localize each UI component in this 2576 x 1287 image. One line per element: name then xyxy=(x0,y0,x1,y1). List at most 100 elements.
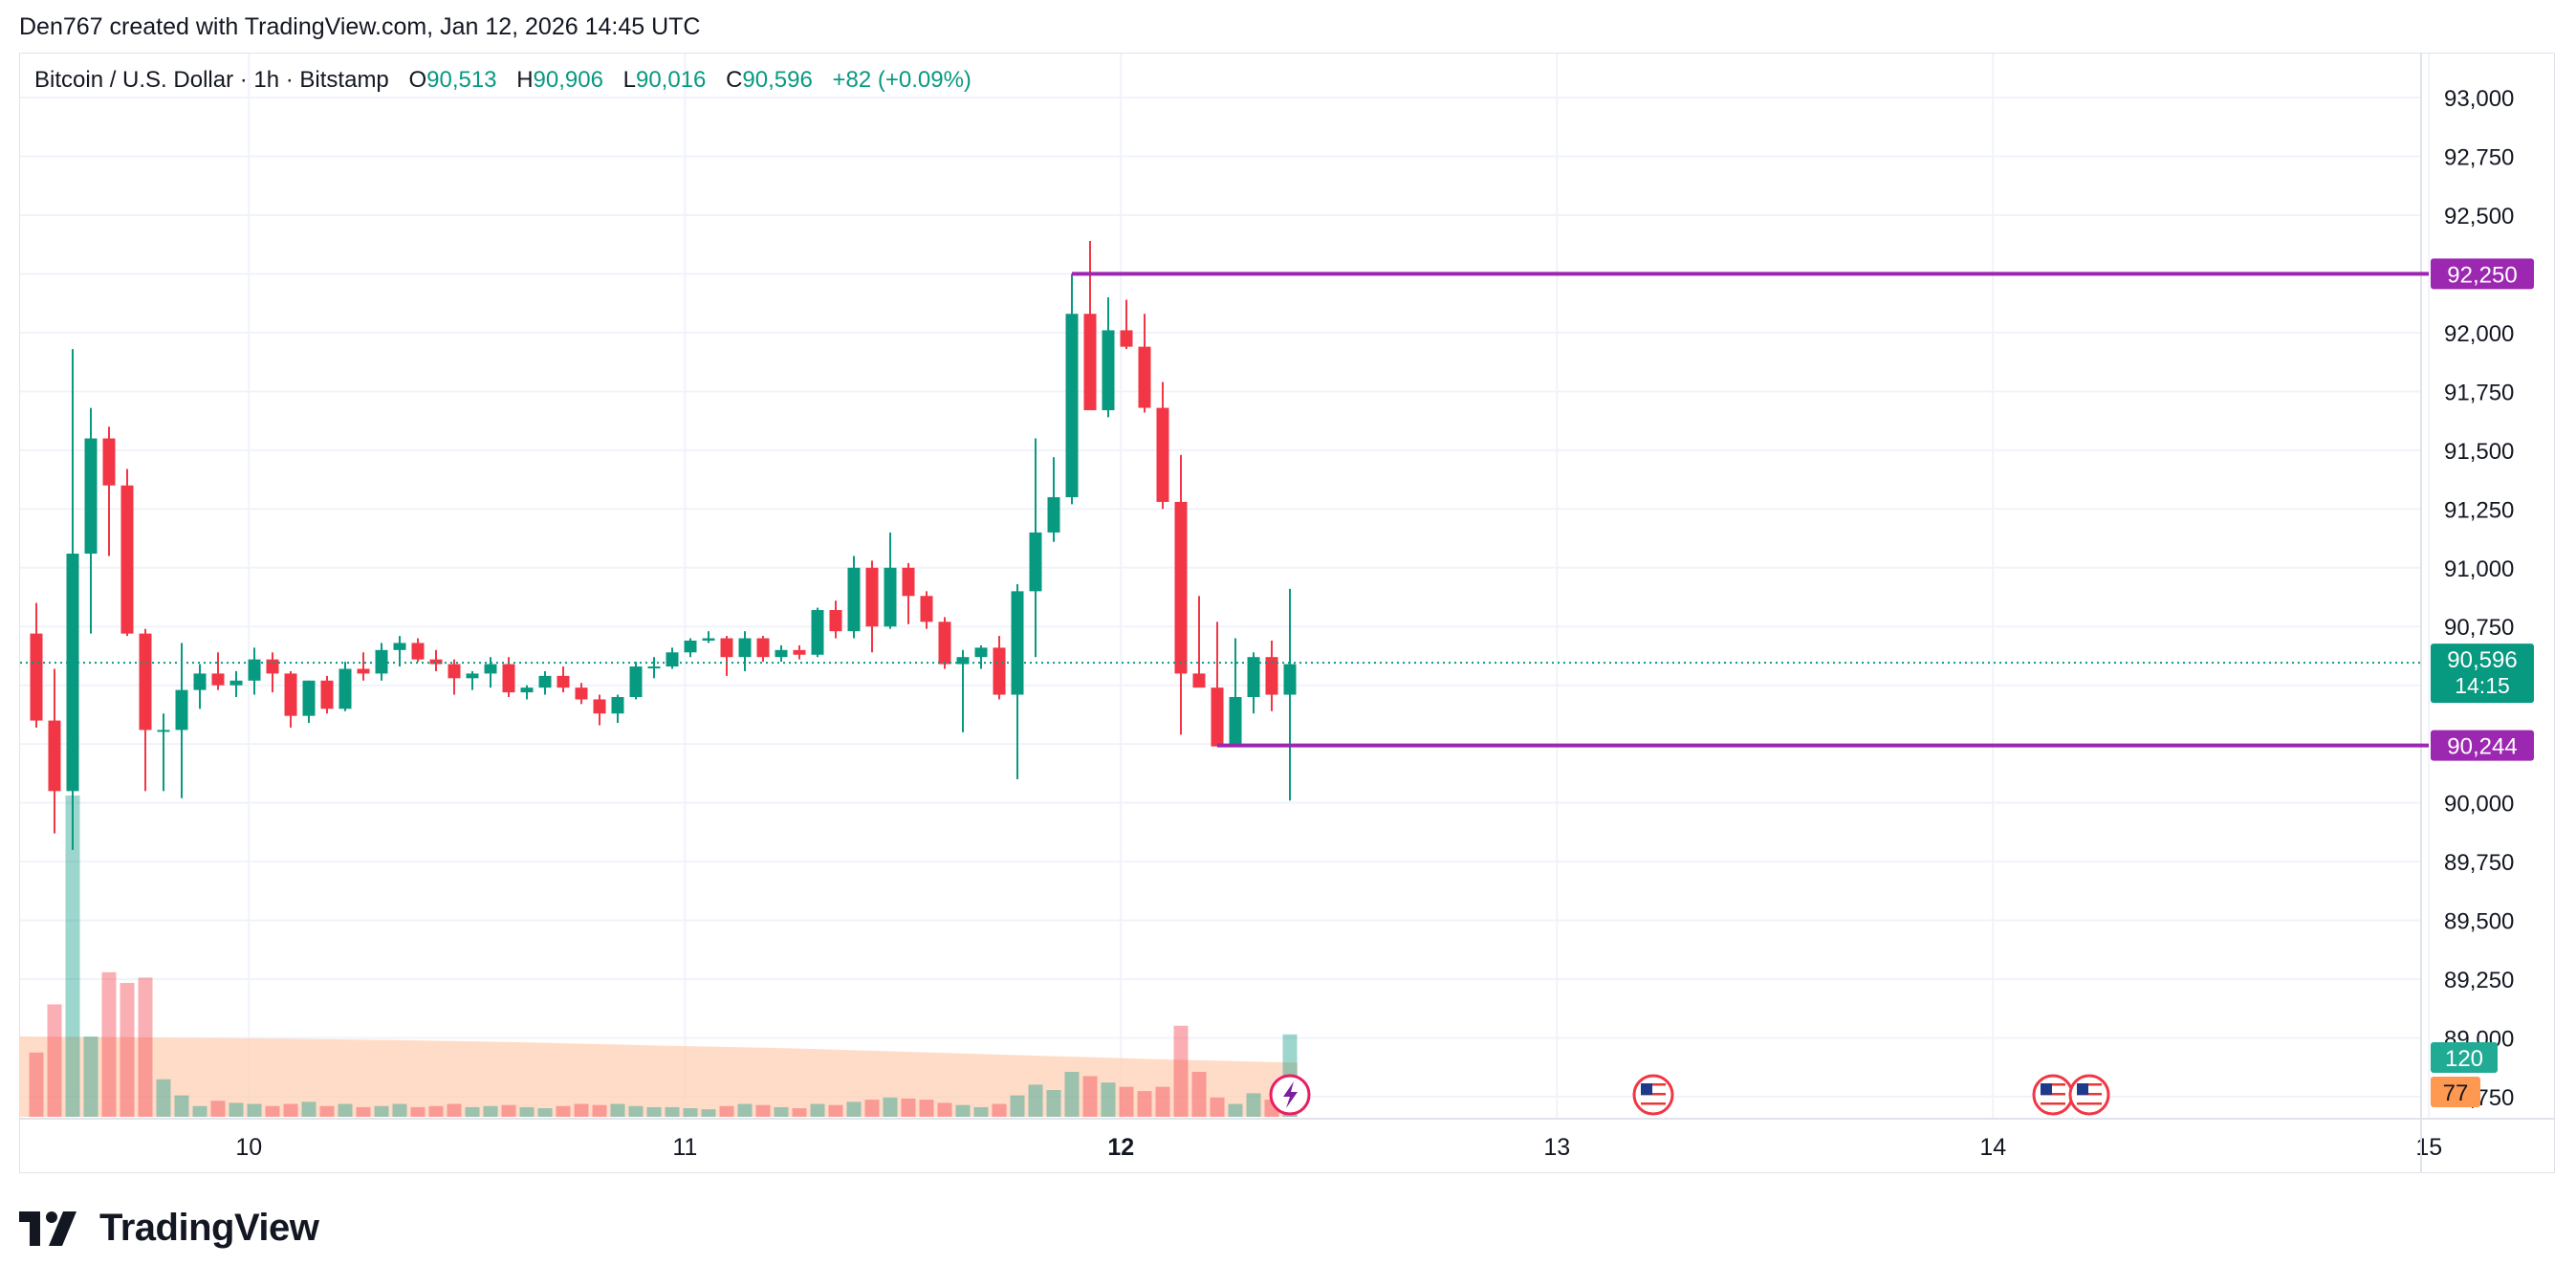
candle-body xyxy=(139,633,152,731)
candle-body xyxy=(1229,697,1242,747)
volume-bar xyxy=(301,1102,317,1117)
candle-body xyxy=(320,680,334,709)
volume-bar xyxy=(810,1103,825,1117)
candle-body xyxy=(466,673,479,679)
x-tick-label: 14 xyxy=(1979,1134,2006,1161)
candle-body xyxy=(411,643,425,660)
volume-bar xyxy=(537,1108,553,1117)
volume-ma-area xyxy=(20,1036,1298,1117)
y-tick-label: 92,000 xyxy=(2444,321,2514,347)
candle-body xyxy=(1120,330,1133,347)
candle-body xyxy=(211,673,225,686)
volume-bar xyxy=(955,1104,971,1117)
volume-bar xyxy=(846,1102,862,1117)
candle-body xyxy=(793,649,806,655)
us-flag-icon xyxy=(2032,1074,2074,1116)
candle-body xyxy=(484,664,497,674)
candle-body xyxy=(284,673,297,716)
volume-bar xyxy=(1010,1095,1025,1117)
candle-body xyxy=(611,697,624,714)
volume-bar xyxy=(792,1108,807,1117)
volume-bar xyxy=(210,1101,226,1117)
volume-bar xyxy=(229,1102,244,1117)
chart-frame xyxy=(19,53,2555,1173)
volume-bar xyxy=(610,1103,625,1117)
candle-body xyxy=(702,638,715,641)
volume-bar xyxy=(665,1106,680,1117)
symbol-legend: Bitcoin / U.S. Dollar · 1h · Bitstamp O9… xyxy=(34,67,971,94)
last-price-tag xyxy=(2431,644,2534,704)
candle-body xyxy=(1083,314,1097,411)
candle-body xyxy=(956,657,970,665)
volume-bar xyxy=(883,1097,898,1117)
volume-bar xyxy=(574,1103,589,1117)
volume-bar xyxy=(828,1104,843,1117)
candle-body xyxy=(847,567,861,632)
candle-body xyxy=(502,664,515,693)
volume-bar xyxy=(755,1104,771,1117)
candle-body xyxy=(974,647,988,658)
volume-bar xyxy=(1119,1086,1134,1117)
candles xyxy=(30,240,1297,850)
volume-bar xyxy=(356,1106,371,1117)
candle-body xyxy=(157,730,170,732)
grid-lines: 93,000 92,750 92,500 92,250 92,000 91,750 91,5… xyxy=(20,54,2514,1161)
bar-countdown-label: 14:15 xyxy=(2455,673,2510,698)
volume-bar xyxy=(683,1108,698,1117)
volume-bar xyxy=(519,1106,535,1117)
candle-body xyxy=(1047,497,1060,533)
candle-body xyxy=(1156,407,1169,502)
volume-bar xyxy=(1228,1103,1243,1117)
candle-body xyxy=(1102,330,1115,411)
candle-body xyxy=(720,638,733,658)
volume-bar xyxy=(283,1103,298,1117)
candle-body xyxy=(902,567,915,597)
volume-bar xyxy=(83,1036,98,1117)
candle-body xyxy=(1029,532,1042,592)
close-value: 90,596 xyxy=(742,67,813,93)
candle-body xyxy=(865,567,879,627)
symbol-title[interactable]: Bitcoin / U.S. Dollar · 1h · Bitstamp xyxy=(34,67,389,93)
volume-bar xyxy=(701,1109,716,1117)
volume-bar xyxy=(101,971,117,1117)
candle-body xyxy=(938,622,951,665)
volume-bar xyxy=(1246,1093,1261,1117)
volume-bar xyxy=(465,1106,480,1117)
brand-name: TradingView xyxy=(99,1207,319,1249)
volume-bar xyxy=(973,1106,989,1117)
candle-body xyxy=(338,668,352,709)
low-value: 90,016 xyxy=(635,67,707,93)
volume-bar xyxy=(47,1004,62,1117)
level-price-label: 92,250 xyxy=(2447,262,2517,288)
candle-body xyxy=(647,666,661,669)
y-tick-label: 91,000 xyxy=(2444,556,2514,582)
candle-body xyxy=(1283,664,1297,695)
level-price-label: 90,244 xyxy=(2447,734,2517,760)
candle-body xyxy=(302,680,316,716)
volume-bar xyxy=(864,1100,880,1117)
candle-body xyxy=(266,659,279,674)
y-tick-label: 92,750 xyxy=(2444,144,2514,170)
candle-body xyxy=(684,640,697,653)
candle-body xyxy=(738,638,752,658)
level-price-tag xyxy=(2431,730,2534,761)
tradingview-logo-icon xyxy=(19,1211,76,1246)
volume-bar xyxy=(646,1106,662,1117)
y-tick-label: 91,250 xyxy=(2444,497,2514,523)
volume-bar xyxy=(428,1105,444,1117)
volume-bar xyxy=(1173,1025,1189,1117)
x-tick-label: 13 xyxy=(1543,1134,1570,1161)
candle-body xyxy=(248,659,261,681)
earnings-flash-icon xyxy=(1269,1074,1311,1116)
y-tick-label: 89,250 xyxy=(2444,968,2514,993)
x-tick-label: 15 xyxy=(2415,1134,2442,1161)
tradingview-brand[interactable]: TradingView xyxy=(19,1207,319,1250)
volume-bar xyxy=(410,1106,426,1117)
open-value: 90,513 xyxy=(426,67,497,93)
candle-body xyxy=(520,687,534,693)
candle-body xyxy=(811,610,824,655)
candle-body xyxy=(538,675,552,688)
volume-bar xyxy=(374,1105,389,1117)
y-tick-label: 91,750 xyxy=(2444,380,2514,405)
